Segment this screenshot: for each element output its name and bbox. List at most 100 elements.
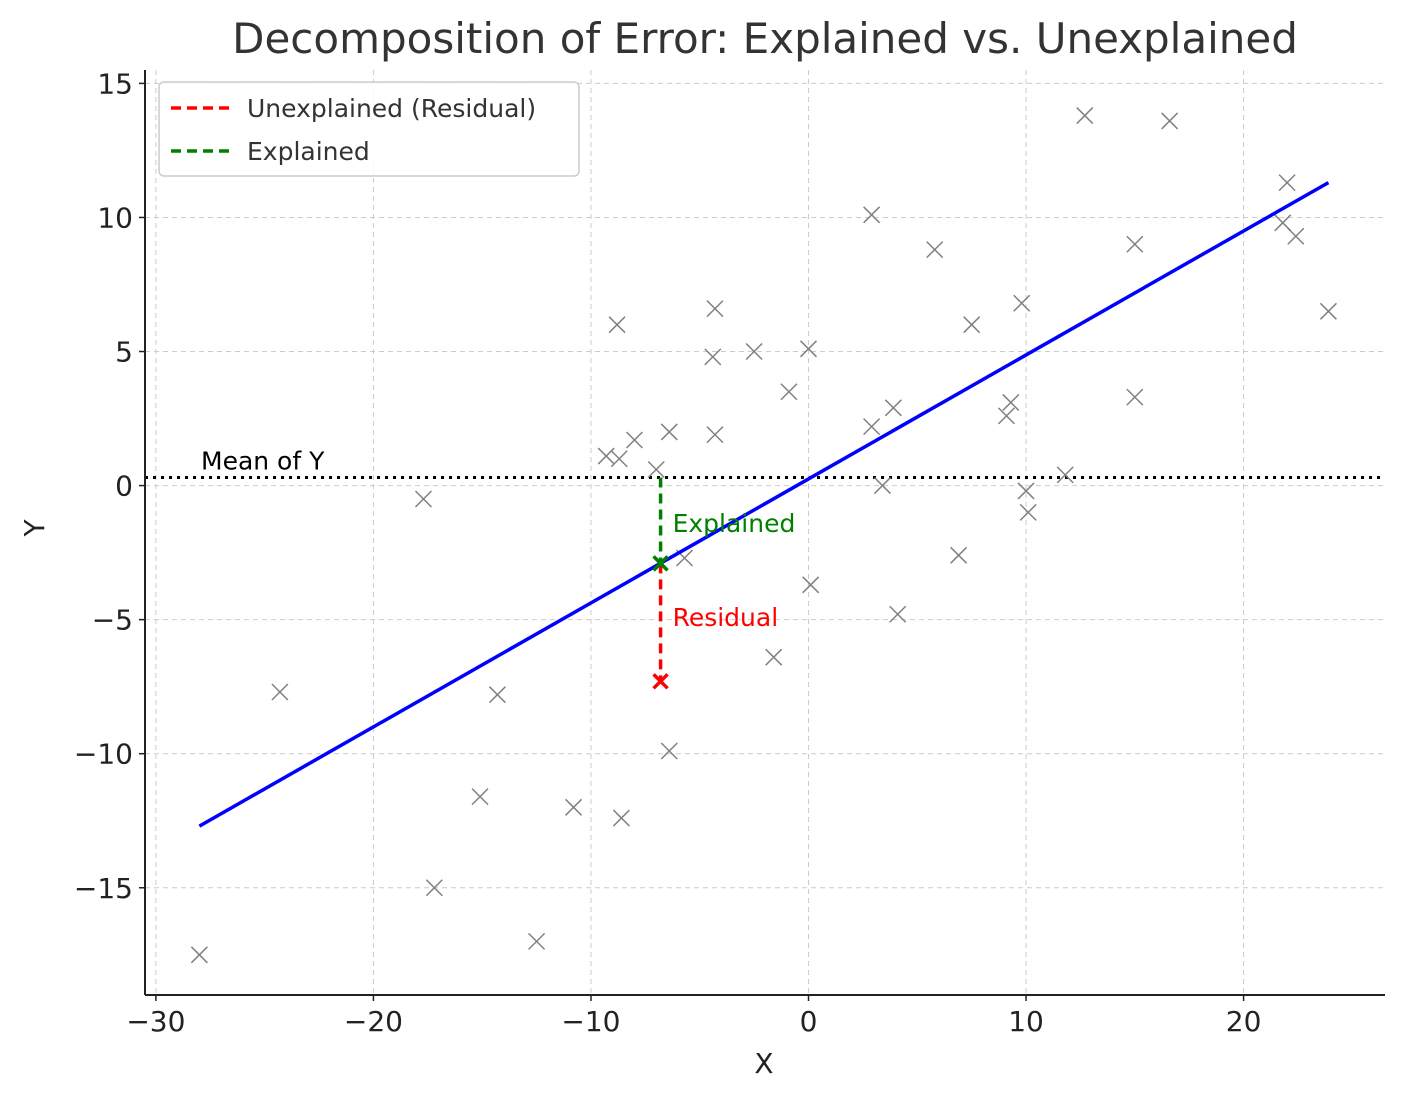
x-axis-label: X xyxy=(754,1047,773,1080)
data-point xyxy=(1287,227,1305,245)
point-stroke xyxy=(963,316,981,334)
explained-annotation: Explained xyxy=(673,509,796,538)
x-tick-label: −20 xyxy=(344,1005,403,1038)
point-stroke xyxy=(950,546,968,564)
point-stroke xyxy=(414,490,432,508)
regression-line xyxy=(198,181,1330,828)
y-tick-label: 0 xyxy=(115,470,133,503)
point-stroke xyxy=(528,932,546,950)
data-point xyxy=(190,946,208,964)
data-points xyxy=(190,107,1337,964)
predicted-point-marker xyxy=(652,555,669,572)
data-point xyxy=(997,407,1016,425)
data-point xyxy=(1017,482,1035,500)
point-stroke xyxy=(704,348,722,366)
point-stroke xyxy=(863,418,881,436)
data-point xyxy=(660,742,678,760)
data-point xyxy=(1076,107,1094,125)
point-stroke xyxy=(190,946,208,964)
y-tick-label: −10 xyxy=(74,738,133,771)
axes xyxy=(144,70,1385,996)
y-axis-label: Y xyxy=(18,519,51,538)
point-stroke xyxy=(565,798,583,816)
x-tick-label: 0 xyxy=(800,1005,818,1038)
point-stroke xyxy=(1056,466,1074,484)
data-point xyxy=(271,683,289,701)
data-point xyxy=(780,383,798,401)
point-stroke xyxy=(997,407,1016,425)
point-stroke xyxy=(884,399,902,417)
data-point xyxy=(488,686,506,704)
data-point xyxy=(1126,235,1144,253)
y-tick-label: 5 xyxy=(115,336,133,369)
point-stroke xyxy=(1319,302,1337,320)
regression-line-group xyxy=(198,181,1330,828)
grid-lines xyxy=(145,70,1385,995)
data-point xyxy=(863,206,881,224)
data-point xyxy=(565,798,583,816)
point-stroke xyxy=(1076,107,1094,125)
data-point xyxy=(884,399,902,417)
point-stroke xyxy=(675,549,694,567)
point-stroke xyxy=(608,316,626,334)
data-point xyxy=(963,316,981,334)
x-tick-label: 10 xyxy=(1008,1005,1044,1038)
point-stroke xyxy=(1013,294,1031,312)
point-stroke xyxy=(745,342,763,361)
y-tick-label: 15 xyxy=(97,67,133,100)
point-stroke xyxy=(271,683,289,701)
decomposition-annotation: Explained Residual xyxy=(652,477,796,690)
legend-label: Unexplained (Residual) xyxy=(247,94,536,123)
marker-stroke xyxy=(652,555,669,572)
data-point xyxy=(528,932,546,950)
legend: Unexplained (Residual) Explained xyxy=(158,81,580,177)
point-stroke xyxy=(1019,503,1037,521)
point-stroke xyxy=(799,340,818,358)
residual-annotation: Residual xyxy=(673,603,779,632)
chart-title: Decomposition of Error: Explained vs. Un… xyxy=(232,14,1298,63)
y-tick-label: −5 xyxy=(92,604,133,637)
data-point xyxy=(889,605,907,623)
point-stroke xyxy=(1002,393,1020,411)
point-stroke xyxy=(488,686,506,704)
data-point xyxy=(608,316,626,334)
x-tick-label: −30 xyxy=(126,1005,185,1038)
point-stroke xyxy=(1017,482,1035,500)
point-stroke xyxy=(706,300,724,318)
data-point xyxy=(1126,388,1144,406)
data-point xyxy=(765,648,783,666)
point-stroke xyxy=(889,605,907,623)
y-tick-label: 10 xyxy=(97,201,133,234)
point-stroke xyxy=(1126,235,1144,253)
mean-line-group: Mean of Y xyxy=(145,447,1385,480)
legend-box xyxy=(158,81,580,177)
data-point xyxy=(873,477,892,495)
legend-label: Explained xyxy=(247,137,370,166)
data-point xyxy=(625,431,644,449)
point-stroke xyxy=(660,742,678,760)
data-point xyxy=(926,241,944,259)
y-tick-label: −15 xyxy=(74,872,133,905)
data-point xyxy=(1161,112,1179,130)
point-stroke xyxy=(1161,112,1179,130)
data-point xyxy=(802,576,820,594)
point-stroke xyxy=(765,648,783,666)
point-stroke xyxy=(873,477,892,495)
point-stroke xyxy=(647,460,665,479)
data-point xyxy=(1013,294,1031,312)
data-point xyxy=(612,809,630,827)
point-stroke xyxy=(625,431,644,449)
point-stroke xyxy=(802,576,820,594)
marker-stroke xyxy=(652,673,669,690)
x-tick-label: −10 xyxy=(561,1005,620,1038)
data-point xyxy=(1002,393,1020,411)
point-stroke xyxy=(612,809,630,827)
data-point xyxy=(1056,466,1074,484)
point-stroke xyxy=(610,450,628,468)
data-point xyxy=(704,348,722,366)
point-stroke xyxy=(926,241,944,259)
data-point xyxy=(745,342,763,361)
point-stroke xyxy=(706,426,724,444)
point-stroke xyxy=(1287,227,1305,245)
point-stroke xyxy=(1126,388,1144,406)
